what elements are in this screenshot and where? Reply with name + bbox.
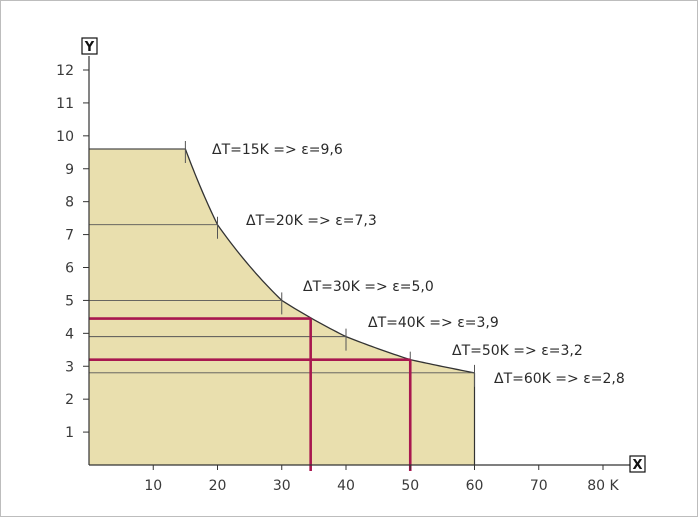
y-tick-label-3: 4	[65, 326, 74, 342]
x-tick-label-7: 80 K	[587, 478, 619, 494]
level-label-3: ΔT=40K => ε=3,9	[368, 315, 499, 331]
x-tick-label-0: 10	[144, 478, 162, 494]
level-label-5: ΔT=60K => ε=2,8	[494, 371, 625, 387]
y-tick-label-10: 11	[56, 96, 74, 112]
x-tick-label-1: 20	[209, 478, 227, 494]
highlight-layer	[89, 317, 412, 471]
x-tick-label-6: 70	[530, 478, 548, 494]
y-tick-label-5: 6	[65, 261, 74, 277]
label-layer: ΔT=15K => ε=9,6 ΔT=20K => ε=7,3 ΔT=30K => …	[56, 40, 642, 494]
y-tick-label-0: 1	[65, 425, 74, 441]
x-axis-label: X	[632, 458, 642, 473]
y-tick-label-11: 12	[56, 63, 74, 79]
y-tick-label-1: 2	[65, 392, 74, 408]
x-tick-label-3: 40	[337, 478, 355, 494]
y-axis-label-box	[81, 37, 98, 55]
level-label-0: ΔT=15K => ε=9,6	[212, 142, 343, 158]
axis-layer	[81, 37, 646, 473]
y-tick-label-2: 3	[65, 359, 74, 375]
y-tick-label-9: 10	[56, 129, 74, 145]
y-axis-label: Y	[84, 40, 95, 55]
y-tick-label-6: 7	[65, 228, 74, 244]
level-label-1: ΔT=20K => ε=7,3	[246, 213, 377, 229]
y-tick-label-8: 9	[65, 162, 74, 178]
x-tick-label-4: 50	[401, 478, 419, 494]
curve-line	[89, 148, 475, 374]
level-label-4: ΔT=50K => ε=3,2	[452, 343, 583, 359]
level-label-2: ΔT=30K => ε=5,0	[303, 279, 434, 295]
y-tick-label-7: 8	[65, 195, 74, 211]
x-tick-label-2: 30	[273, 478, 291, 494]
y-tick-label-4: 5	[65, 293, 74, 309]
x-axis-label-box	[629, 455, 646, 473]
x-tick-label-5: 60	[466, 478, 484, 494]
